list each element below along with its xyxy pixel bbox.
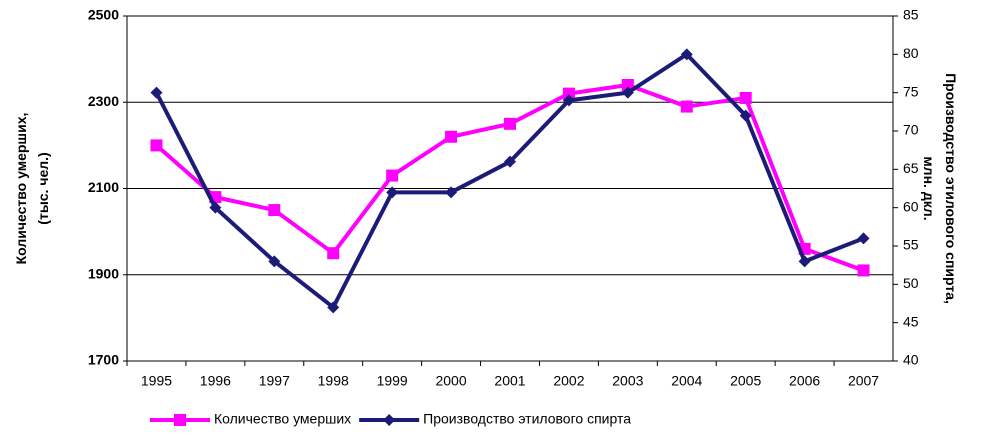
y2-tick-label: 50	[903, 275, 919, 291]
y2-axis-label-line: Производство этилового спирта,	[943, 73, 959, 304]
marker	[150, 139, 163, 152]
marker	[174, 414, 186, 426]
marker	[386, 186, 399, 199]
y2-tick-label: 75	[903, 83, 919, 99]
x-tick-label: 1995	[141, 373, 172, 389]
y-tick-label: 2300	[88, 93, 119, 109]
x-tick-label: 2002	[553, 373, 584, 389]
marker	[857, 232, 870, 245]
y2-axis-label-line: млн. дкл.	[921, 156, 937, 220]
marker	[445, 130, 458, 143]
marker	[798, 255, 811, 268]
x-tick-label: 1998	[318, 373, 349, 389]
x-tick-label: 2007	[848, 373, 879, 389]
series-line	[154, 52, 865, 310]
x-tick-label: 1999	[377, 373, 408, 389]
y-axis-label: Количество умерших, (тыс. чел.)	[13, 113, 51, 265]
marker	[268, 204, 281, 217]
y2-tick-label: 45	[903, 313, 919, 329]
y2-tick-label: 80	[903, 45, 919, 61]
x-tick-label: 1997	[259, 373, 290, 389]
legend-label: Производство этилового спирта	[423, 411, 631, 427]
y2-axis-label: Производство этилового спирта, млн. дкл.	[921, 73, 959, 304]
x-tick-label: 2005	[730, 373, 761, 389]
x-tick-label: 2006	[789, 373, 820, 389]
y-tick-label: 2100	[88, 179, 119, 195]
y2-tick-label: 70	[903, 122, 919, 138]
y-axis-label-line: Количество умерших,	[13, 113, 29, 265]
y2-tick-label: 85	[903, 7, 919, 23]
y2-tick-label: 60	[903, 198, 919, 214]
marker	[739, 109, 752, 122]
marker	[327, 247, 340, 260]
marker	[857, 264, 870, 277]
marker	[504, 155, 516, 168]
marker	[383, 414, 396, 426]
legend-label: Количество умерших	[214, 411, 351, 427]
x-tick-label: 2004	[671, 373, 702, 389]
marker	[504, 117, 516, 130]
plot-frame	[126, 15, 894, 362]
y2-tick-label: 65	[903, 160, 919, 176]
x-tick-label: 2000	[435, 373, 466, 389]
marker	[327, 301, 340, 314]
marker	[386, 169, 399, 182]
x-tick-label: 2001	[494, 373, 525, 389]
marker	[739, 91, 752, 104]
marker	[680, 100, 693, 113]
y-tick-label: 1700	[88, 352, 119, 368]
y-tick-label: 2500	[88, 7, 119, 23]
marker	[150, 86, 163, 99]
marker	[680, 48, 693, 61]
y-tick-label: 1900	[88, 265, 119, 281]
marker	[621, 79, 634, 91]
marker	[562, 87, 575, 100]
x-tick-label: 1996	[200, 373, 231, 389]
marker	[445, 186, 458, 199]
y2-tick-label: 55	[903, 237, 919, 253]
y2-tick-label: 40	[903, 352, 919, 368]
marker	[621, 86, 634, 99]
marker	[268, 255, 281, 268]
marker	[562, 94, 575, 107]
y-axis-label-line: (тыс. чел.)	[35, 152, 51, 224]
marker	[209, 201, 222, 214]
series-line	[155, 83, 865, 273]
x-tick-label: 2003	[612, 373, 643, 389]
